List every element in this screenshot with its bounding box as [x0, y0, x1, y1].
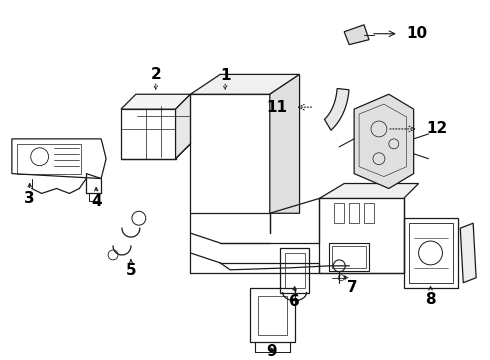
Polygon shape — [460, 223, 476, 283]
Bar — [404, 218, 458, 288]
Bar — [334, 203, 344, 223]
Polygon shape — [324, 89, 349, 130]
Bar — [121, 109, 175, 159]
Bar — [285, 253, 304, 288]
Text: 4: 4 — [91, 194, 101, 209]
Text: 3: 3 — [24, 191, 35, 206]
Text: 5: 5 — [125, 263, 136, 278]
Text: 2: 2 — [150, 67, 161, 82]
Bar — [364, 203, 374, 223]
Bar — [250, 288, 294, 342]
Text: 8: 8 — [425, 292, 436, 307]
Polygon shape — [354, 94, 414, 189]
Bar — [332, 246, 366, 268]
Text: 6: 6 — [289, 294, 300, 309]
Bar — [89, 193, 99, 201]
Bar — [329, 243, 369, 271]
Polygon shape — [270, 75, 299, 213]
Text: 11: 11 — [266, 100, 287, 114]
Bar — [258, 296, 287, 335]
Bar — [17, 144, 81, 174]
Text: 10: 10 — [406, 26, 427, 41]
Text: 12: 12 — [426, 121, 447, 136]
Bar — [319, 198, 404, 273]
Polygon shape — [344, 25, 369, 45]
Polygon shape — [175, 94, 191, 159]
Bar — [349, 203, 359, 223]
Bar — [409, 223, 453, 283]
Polygon shape — [191, 75, 299, 94]
Bar — [280, 248, 310, 293]
Polygon shape — [319, 184, 418, 198]
Polygon shape — [121, 94, 191, 109]
Text: 9: 9 — [267, 344, 277, 359]
Text: 7: 7 — [347, 280, 357, 295]
Text: 1: 1 — [220, 68, 230, 83]
Bar — [191, 94, 270, 213]
